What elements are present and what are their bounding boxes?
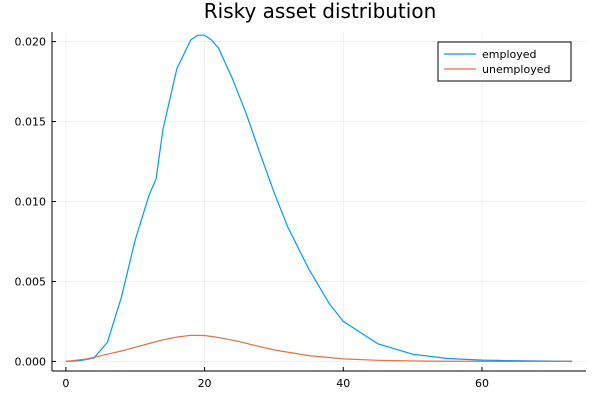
series-line-unemployed	[65, 334, 573, 363]
ticks: 0 20 40 60 0.000 0.005 0.010 0.015 0.020	[15, 36, 489, 390]
x-tick-label: 20	[198, 377, 212, 390]
legend-box	[437, 41, 572, 82]
legend-label-unemployed: unemployed	[482, 63, 550, 76]
y-tick-label: 0.000	[15, 355, 47, 368]
legend: employed unemployed	[437, 41, 572, 82]
y-tick-label: 0.010	[15, 196, 47, 209]
series	[65, 34, 573, 363]
y-tick-label: 0.005	[15, 275, 47, 288]
x-tick-label: 60	[475, 377, 489, 390]
series-line-employed	[65, 34, 573, 363]
x-tick-label: 0	[62, 377, 69, 390]
grid	[52, 32, 586, 371]
y-tick-label: 0.015	[15, 116, 47, 129]
chart-title: Risky asset distribution	[204, 0, 437, 23]
y-tick-label: 0.020	[15, 36, 47, 49]
legend-label-employed: employed	[482, 48, 537, 61]
x-tick-label: 40	[336, 377, 350, 390]
